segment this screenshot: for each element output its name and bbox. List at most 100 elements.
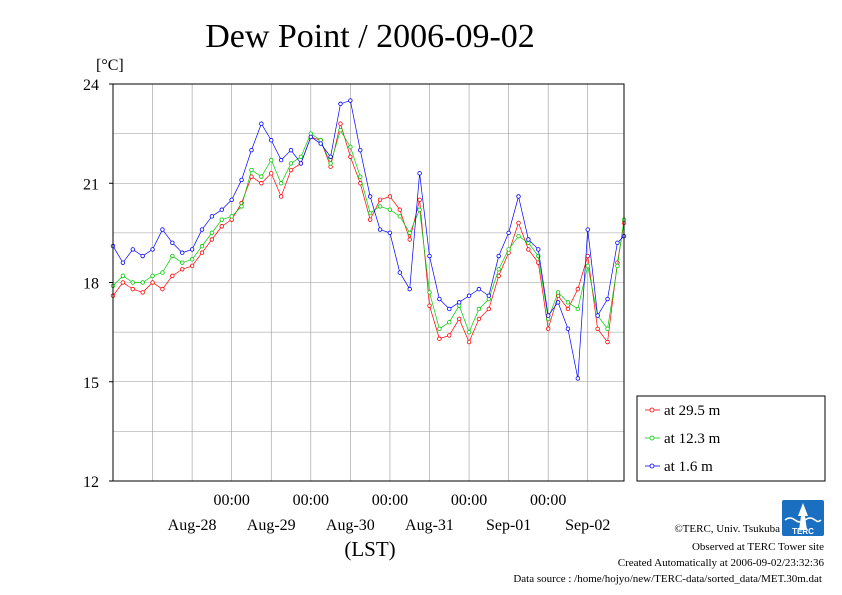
- data-point: [417, 171, 422, 176]
- data-point: [338, 101, 343, 107]
- data-point: [536, 247, 541, 252]
- created-text: Created Automatically at 2006-09-02/23:3…: [618, 557, 825, 569]
- data-point: [288, 167, 294, 173]
- data-point: [377, 204, 383, 209]
- data-point: [269, 138, 274, 143]
- data-point: [180, 267, 185, 272]
- data-point: [466, 339, 472, 345]
- data-point: [447, 306, 452, 312]
- x-axis-label: (LST): [344, 537, 395, 561]
- logo-text: TERC: [792, 527, 814, 536]
- data-point: [219, 224, 224, 229]
- data-point: [239, 177, 244, 183]
- data-point: [298, 154, 304, 159]
- data-point: [545, 326, 551, 332]
- data-point: [288, 147, 294, 153]
- legend-item: at 1.6 m: [645, 459, 713, 475]
- data-point: [447, 320, 452, 325]
- data-point: [259, 181, 264, 186]
- data-point: [367, 194, 373, 199]
- data-point: [397, 207, 403, 212]
- footer: ©TERC, Univ. Tsukuba Observed at TERC To…: [513, 523, 824, 585]
- tower-icon: [798, 503, 808, 530]
- data-point: [288, 161, 294, 166]
- data-point: [496, 273, 501, 279]
- data-point: [437, 296, 442, 302]
- legend-label: at 1.6 m: [664, 459, 713, 475]
- data-point: [575, 286, 581, 292]
- data-point: [367, 217, 373, 222]
- data-point: [605, 339, 610, 345]
- copyright-text: ©TERC, Univ. Tsukuba: [674, 523, 780, 535]
- y-tick-label: 15: [83, 375, 99, 392]
- data-point: [397, 270, 403, 275]
- x-day-label: Aug-31: [405, 517, 454, 534]
- legend-label: at 29.5 m: [664, 403, 721, 419]
- x-day-label: Sep-02: [565, 517, 610, 534]
- data-point: [516, 220, 521, 226]
- data-point: [189, 257, 195, 262]
- data-point: [595, 313, 600, 318]
- data-point: [565, 300, 571, 305]
- x-axis-ticks: 00:00 00:00 00:00 00:00 00:00 Aug-28 Aug-29 Aug…: [168, 492, 611, 534]
- data-point: [585, 227, 590, 232]
- legend-item: at 12.3 m: [645, 431, 721, 447]
- data-point: [219, 207, 224, 212]
- data-point: [328, 154, 333, 159]
- data-point: [130, 247, 135, 252]
- data-point: [219, 217, 224, 222]
- data-point: [249, 147, 254, 153]
- data-point: [229, 197, 234, 202]
- x-tick-time: 00:00: [530, 492, 566, 509]
- data-point: [555, 300, 561, 305]
- data-point: [565, 306, 571, 312]
- data-point: [140, 280, 145, 285]
- x-tick-time: 00:00: [451, 492, 487, 509]
- data-point: [496, 267, 501, 272]
- data-point: [407, 286, 412, 292]
- data-point: [466, 329, 472, 335]
- data-point: [140, 253, 145, 259]
- x-day-label: Aug-30: [326, 517, 375, 534]
- series-layer: [110, 98, 627, 381]
- data-point: [615, 263, 620, 269]
- data-point: [209, 214, 215, 219]
- x-day-label: Sep-01: [486, 517, 531, 534]
- data-point: [358, 174, 363, 179]
- data-point: [526, 247, 531, 252]
- data-point: [318, 141, 323, 146]
- data-point: [209, 230, 215, 236]
- legend-swatch-marker: [649, 435, 655, 441]
- x-tick-time: 00:00: [293, 492, 329, 509]
- data-point: [387, 194, 393, 199]
- data-point: [130, 280, 135, 285]
- data-point: [427, 303, 432, 308]
- data-point: [565, 326, 571, 332]
- data-point: [476, 306, 482, 312]
- data-point: [476, 286, 482, 292]
- data-point: [229, 214, 234, 219]
- data-point: [120, 273, 126, 279]
- waves-icon: [784, 517, 822, 523]
- y-axis-ticks: 12 15 18 21 24: [83, 77, 113, 491]
- data-point: [615, 240, 620, 245]
- data-point: [407, 237, 412, 242]
- data-point: [486, 306, 492, 312]
- data-point: [496, 253, 501, 259]
- data-point: [269, 171, 274, 176]
- data-point: [417, 207, 422, 212]
- data-point: [348, 98, 353, 103]
- data-point: [595, 326, 600, 332]
- data-point: [377, 197, 383, 202]
- x-day-label: Aug-28: [168, 517, 217, 534]
- data-point: [189, 263, 195, 269]
- chart-title: Dew Point / 2006-09-02: [205, 18, 535, 55]
- data-point: [427, 290, 432, 295]
- data-point: [170, 240, 175, 245]
- data-point: [427, 253, 432, 259]
- data-point: [150, 247, 155, 252]
- data-point: [259, 174, 264, 179]
- data-point: [575, 376, 581, 381]
- x-day-label: Aug-29: [247, 517, 296, 534]
